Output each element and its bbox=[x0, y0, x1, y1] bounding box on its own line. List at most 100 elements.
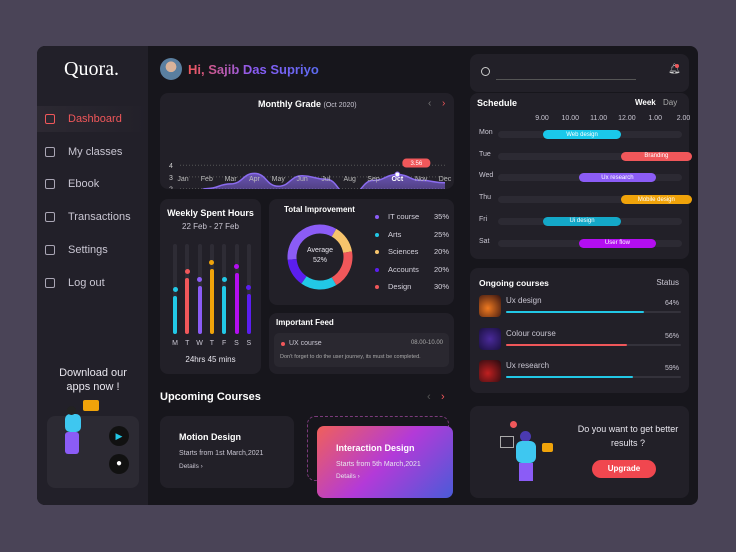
feed-item[interactable]: UX course 08.00-10.00 Don't forget to do… bbox=[274, 333, 449, 367]
weekly-bar[interactable] bbox=[234, 272, 239, 334]
schedule-event[interactable]: Ux research bbox=[578, 173, 657, 183]
sidebar-item-my-classes[interactable]: My classes bbox=[37, 139, 148, 165]
course-progress bbox=[506, 343, 681, 346]
upgrade-card: Do you want to get better results ? Upgr… bbox=[470, 406, 689, 498]
tab-week[interactable]: Week bbox=[635, 98, 656, 107]
day-label: S bbox=[234, 340, 239, 347]
apple-icon[interactable]: ● bbox=[109, 454, 129, 474]
upcoming-next-button[interactable]: › bbox=[441, 391, 445, 403]
monthly-grade-card: Monthly Grade (Oct 2020) ‹ › 4321JanFebM… bbox=[160, 93, 454, 189]
x-tick-label: Jun bbox=[296, 176, 307, 183]
sidebar-item-settings[interactable]: Settings bbox=[37, 237, 148, 263]
upgrade-button[interactable]: Upgrade bbox=[592, 460, 656, 478]
course-card-interaction[interactable]: Interaction Design Starts from 5th March… bbox=[317, 426, 453, 498]
weekly-bar[interactable] bbox=[222, 286, 227, 334]
weekly-total: 24hrs 45 mins bbox=[185, 355, 236, 364]
sidebar-item-ebook[interactable]: Ebook bbox=[37, 171, 148, 197]
status-label: Status bbox=[656, 278, 679, 287]
schedule-event[interactable]: User flow bbox=[578, 238, 657, 248]
sidebar-item-dashboard[interactable]: Dashboard bbox=[37, 106, 148, 132]
download-text: Download our apps now ! bbox=[59, 367, 127, 393]
legend-label: Sciences bbox=[388, 247, 419, 256]
weekly-bar[interactable] bbox=[246, 294, 251, 334]
upcoming-prev-button[interactable]: ‹ bbox=[427, 391, 431, 403]
notification-dot bbox=[675, 64, 679, 68]
legend-item: Design 30% bbox=[375, 282, 449, 292]
sidebar-item-label: Settings bbox=[68, 243, 108, 256]
sidebar: Quora. Dashboard My classes Ebook Transacti… bbox=[37, 46, 148, 505]
donut-value: 52% bbox=[312, 257, 327, 264]
day-label: Tue bbox=[479, 150, 491, 158]
course-card-motion[interactable]: Motion Design Starts from 1st March,2021… bbox=[160, 416, 294, 488]
next-month-button[interactable]: › bbox=[442, 98, 446, 109]
legend-dot bbox=[375, 250, 379, 254]
weekly-bar[interactable] bbox=[209, 269, 214, 334]
bell-icon[interactable]: 🔔︎ bbox=[668, 64, 681, 75]
weekly-bar[interactable] bbox=[173, 296, 177, 334]
donut-segment bbox=[331, 228, 353, 254]
total-improvement-card: Total Improvement Average 52% IT course 35… bbox=[269, 199, 454, 305]
day-label: T bbox=[209, 340, 215, 347]
schedule-track bbox=[498, 152, 682, 160]
sidebar-item-label: Transactions bbox=[68, 211, 131, 224]
legend-label: Accounts bbox=[388, 264, 419, 274]
document-icon bbox=[45, 179, 55, 190]
avatar[interactable] bbox=[160, 58, 182, 80]
gear-icon bbox=[45, 244, 55, 255]
ongoing-title: Ongoing courses bbox=[479, 278, 549, 288]
weekly-bar-track bbox=[184, 244, 190, 334]
donut-label: Average bbox=[307, 247, 333, 254]
weekly-bar-track bbox=[246, 244, 252, 334]
legend-value: 35% bbox=[433, 212, 449, 221]
weekly-bar[interactable] bbox=[197, 286, 202, 334]
feed-title: Important Feed bbox=[276, 318, 334, 327]
donut-segment bbox=[287, 224, 337, 260]
details-link[interactable]: Details bbox=[179, 463, 199, 470]
course-thumbnail bbox=[479, 295, 501, 317]
upcoming-title: Upcoming Courses bbox=[160, 391, 261, 403]
schedule-card: Schedule Week Day 9.00 10.00 11.00 12.00 1.0… bbox=[470, 93, 692, 259]
course-thumbnail bbox=[479, 360, 501, 382]
weekly-bar-track bbox=[209, 244, 215, 334]
download-card: ▶ ● bbox=[47, 400, 139, 488]
time-label: 11.00 bbox=[590, 115, 608, 122]
weekly-bar[interactable] bbox=[185, 278, 190, 334]
tab-day[interactable]: Day bbox=[663, 98, 678, 107]
improvement-donut bbox=[287, 224, 353, 290]
course-date: Starts from 5th March,2021 bbox=[336, 461, 421, 468]
weekly-bar-track bbox=[172, 244, 178, 334]
google-play-icon[interactable]: ▶ bbox=[109, 426, 129, 446]
schedule-event[interactable]: Ui design bbox=[543, 216, 621, 226]
y-tick-label: 4 bbox=[169, 163, 173, 170]
important-feed-card: Important Feed UX course 08.00-10.00 Don… bbox=[269, 313, 454, 374]
day-label: T bbox=[185, 340, 190, 347]
prev-month-button[interactable]: ‹ bbox=[428, 98, 432, 109]
weekly-bar-dot bbox=[197, 277, 203, 283]
x-tick-label: Jan bbox=[177, 176, 188, 183]
legend-item: Accounts 20% bbox=[375, 265, 449, 275]
day-label: F bbox=[222, 340, 227, 347]
day-label: Sat bbox=[479, 237, 490, 245]
schedule-event[interactable]: Branding bbox=[620, 151, 692, 161]
course-name: Colour course bbox=[506, 328, 556, 338]
monthly-grade-chart: 4321JanFebMarAprMayJunJulAugSepOctNovDec… bbox=[169, 158, 452, 189]
x-tick-label: Mar bbox=[225, 176, 238, 183]
course-name: Ux research bbox=[506, 361, 550, 370]
donut-segment bbox=[301, 276, 337, 290]
feed-time: 08.00-10.00 bbox=[410, 340, 443, 346]
x-tick-label: Sep bbox=[367, 176, 380, 183]
x-tick-label: May bbox=[272, 176, 286, 183]
sidebar-item-transactions[interactable]: Transactions bbox=[37, 204, 148, 230]
tooltip-value: 3.56 bbox=[411, 161, 423, 167]
course-name: Ux design bbox=[506, 296, 542, 305]
schedule-event[interactable]: Mobile design bbox=[620, 195, 692, 205]
weekly-bar-dot bbox=[184, 269, 190, 275]
sidebar-item-log-out[interactable]: Log out bbox=[37, 270, 148, 296]
schedule-event[interactable]: Web design bbox=[543, 130, 621, 139]
details-link[interactable]: Details bbox=[336, 473, 356, 480]
x-tick-label: Dec bbox=[439, 176, 452, 183]
search-input[interactable] bbox=[496, 64, 636, 80]
improvement-title: Total Improvement bbox=[284, 205, 355, 214]
day-label: S bbox=[246, 340, 252, 347]
schedule-track bbox=[498, 196, 682, 204]
